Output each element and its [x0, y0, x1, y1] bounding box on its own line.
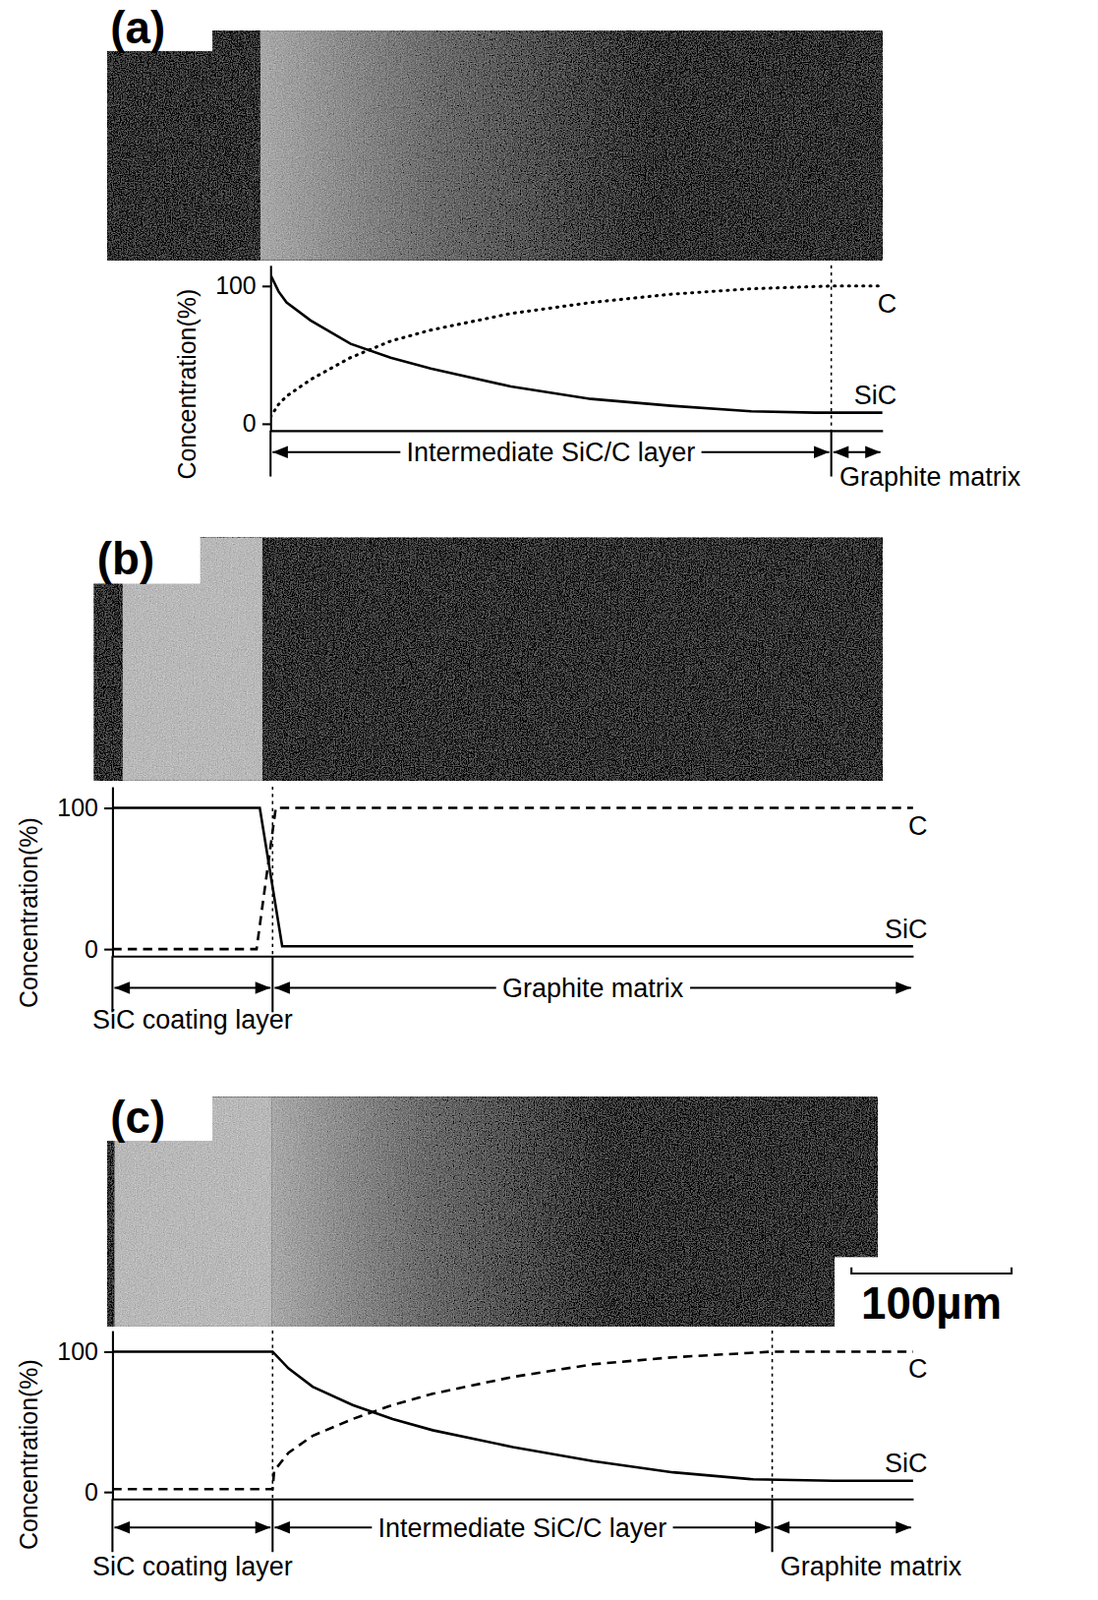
y-tick-label: 0 [84, 1477, 99, 1505]
layer-label: Intermediate SiC/C layer [406, 437, 696, 467]
figure: (a) 0 100 Concentration(%) Intermediate SiC/… [0, 0, 1098, 1600]
y-axis: 0 100 [57, 1330, 114, 1505]
plot-area [112, 1350, 914, 1489]
series-line [112, 808, 914, 950]
series-label: C [877, 288, 897, 319]
x-axis-line [113, 1498, 915, 1501]
y-axis-line [112, 787, 115, 957]
series-label: C [908, 810, 927, 841]
y-tick-label: 0 [242, 408, 257, 437]
y-axis-line [270, 265, 273, 431]
layer-arrow [833, 451, 881, 454]
x-axis-line [271, 429, 884, 432]
micrograph-ground [94, 537, 883, 781]
y-tick-label: 100 [57, 1336, 99, 1365]
letter-box [90, 532, 201, 584]
series-line [270, 275, 883, 413]
label-backing [400, 437, 701, 467]
y-tick-label: 100 [57, 793, 99, 821]
panel-letter: (a) [110, 2, 166, 54]
series-line [112, 1350, 914, 1480]
layer-label: SiC coating layer [92, 1004, 293, 1035]
micrograph [107, 30, 883, 260]
layer-boundary [830, 265, 833, 431]
y-tick: 100 [57, 1336, 113, 1365]
scale-bar [851, 1267, 1012, 1273]
layer-label: Graphite matrix [839, 462, 1022, 492]
y-tick-mark [104, 1350, 113, 1353]
panel: (b) 0 100 Concentration(%) SiC coating layer… [14, 532, 927, 1035]
x-axis [113, 955, 915, 957]
y-tick-mark [262, 285, 271, 288]
x-axis [113, 1498, 915, 1500]
plot-area [270, 275, 883, 417]
y-tick-label: 0 [84, 934, 99, 963]
y-tick-mark [104, 807, 113, 810]
y-tick: 0 [84, 934, 113, 963]
layer-arrow [774, 1525, 912, 1528]
micrograph-ground [107, 30, 883, 260]
layer-boundary-tail [271, 1498, 274, 1552]
series-label: SiC [884, 914, 927, 944]
layer-boundary [771, 1329, 774, 1499]
y-axis-line [112, 1330, 115, 1500]
micrograph-ground [107, 1096, 877, 1326]
panel: (a) 0 100 Concentration(%) Intermediate SiC/… [102, 0, 1022, 492]
y-tick-mark [262, 422, 271, 425]
y-tick-label: 100 [215, 271, 257, 299]
scale-bar-label: 100µm [861, 1277, 1002, 1329]
plot-area [112, 808, 914, 950]
y-axis: 0 100 [57, 787, 114, 963]
panel-letter: (c) [110, 1092, 166, 1143]
panel: (c) 100µm 0 100 Concentration(%) SiC coating … [14, 1089, 1029, 1581]
layer-label: Graphite matrix [780, 1551, 963, 1581]
series-label: SiC [854, 380, 897, 410]
y-tick-mark [104, 1491, 113, 1494]
x-axis-line [113, 955, 915, 958]
axis-extension [111, 955, 114, 1012]
micrograph-region [271, 1096, 613, 1326]
label-backing [371, 1512, 673, 1543]
layer-label: Intermediate SiC/C layer [378, 1512, 668, 1543]
layer-arrow [114, 1525, 271, 1528]
layer-arrow [114, 985, 271, 988]
y-tick: 0 [242, 408, 271, 437]
series-line [112, 808, 914, 947]
y-tick: 100 [57, 793, 113, 821]
panel-letter: (b) [97, 533, 155, 584]
y-tick: 0 [84, 1477, 113, 1505]
scale-bar-box [834, 1256, 1029, 1329]
label-backing [496, 973, 691, 1003]
y-tick-mark [104, 948, 113, 951]
x-axis [271, 430, 884, 432]
layer-boundary-tail [771, 1498, 774, 1552]
series-label: C [908, 1353, 927, 1384]
series-label: SiC [884, 1447, 927, 1478]
layer-boundary [272, 786, 275, 956]
y-axis-title: Concentration(%) [173, 288, 201, 480]
layer-boundary-tail [271, 955, 274, 1012]
y-axis-title: Concentration(%) [14, 1358, 43, 1550]
micrograph [107, 1096, 877, 1326]
layer-boundary-tail [830, 430, 833, 477]
layer-label: SiC coating layer [92, 1551, 293, 1581]
axis-extension [269, 430, 272, 477]
axis-extension [111, 1498, 114, 1552]
micrograph-region [260, 30, 653, 260]
y-axis: 0 100 [215, 265, 272, 437]
layer-label: Graphite matrix [502, 973, 685, 1003]
y-tick: 100 [215, 271, 271, 299]
micrograph [94, 537, 883, 781]
y-axis-title: Concentration(%) [14, 816, 43, 1008]
series-line [112, 1350, 914, 1489]
